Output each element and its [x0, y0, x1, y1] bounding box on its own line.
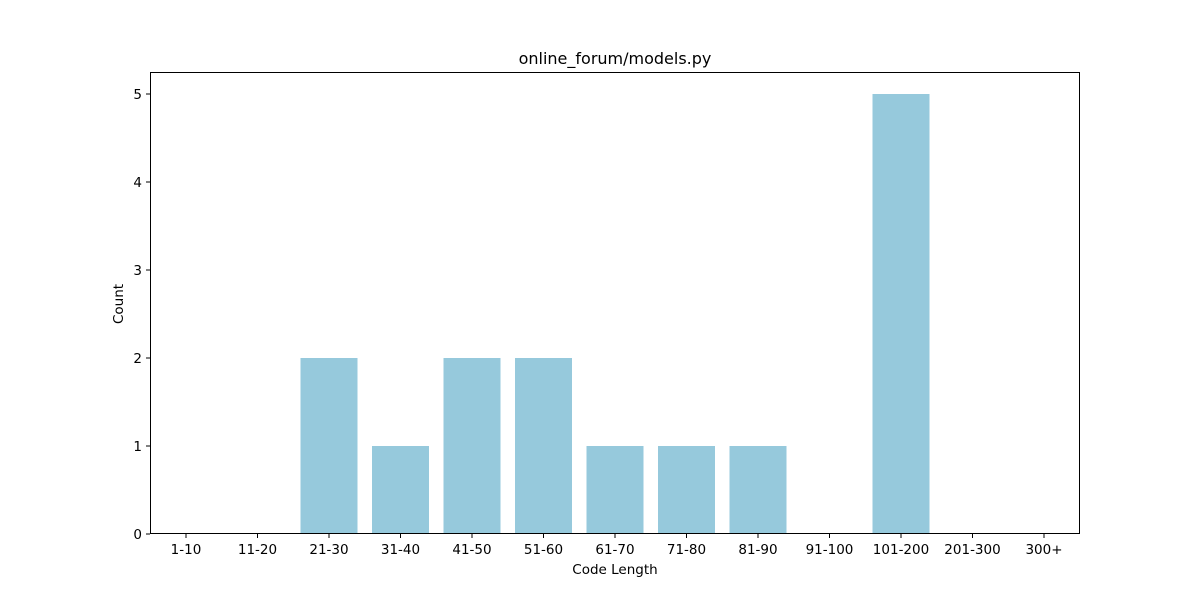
bar-31-40	[372, 446, 429, 534]
y-tick-label: 3	[133, 263, 142, 279]
x-tick-label: 1-10	[171, 542, 202, 558]
x-tick-label: 61-70	[595, 542, 634, 558]
bars-group	[300, 94, 930, 534]
y-axis-label: Count	[111, 284, 127, 324]
x-tick-label: 71-80	[667, 542, 706, 558]
x-axis-ticks: 1-10 11-20 21-30 31-40 41-50 51-60 61-70 71-80 8…	[171, 534, 1063, 558]
y-tick-label: 5	[133, 87, 142, 103]
bar-41-50	[443, 358, 501, 534]
bar-101-200	[872, 94, 930, 534]
x-tick-label: 201-300	[944, 542, 1000, 558]
x-tick-label: 51-60	[524, 542, 563, 558]
y-axis-ticks: 0 1 2 3 4 5	[133, 87, 150, 543]
chart-title: online_forum/models.py	[519, 49, 712, 69]
x-tick-label: 101-200	[873, 542, 929, 558]
y-tick-label: 1	[133, 439, 142, 455]
bar-21-30	[300, 358, 358, 534]
y-tick-label: 0	[133, 527, 142, 543]
x-tick-label: 11-20	[238, 542, 277, 558]
x-tick-label: 31-40	[381, 542, 420, 558]
x-tick-label: 300+	[1025, 542, 1062, 558]
bar-61-70	[586, 446, 644, 534]
x-tick-label: 41-50	[452, 542, 491, 558]
x-tick-label: 21-30	[309, 542, 348, 558]
x-tick-label: 81-90	[738, 542, 777, 558]
bar-51-60	[515, 358, 572, 534]
bar-71-80	[658, 446, 715, 534]
plot-area-frame	[150, 72, 1080, 534]
y-tick-label: 4	[133, 175, 142, 191]
x-tick-label: 91-100	[806, 542, 854, 558]
bar-81-90	[729, 446, 787, 534]
y-tick-label: 2	[133, 351, 142, 367]
x-axis-label: Code Length	[572, 562, 657, 578]
